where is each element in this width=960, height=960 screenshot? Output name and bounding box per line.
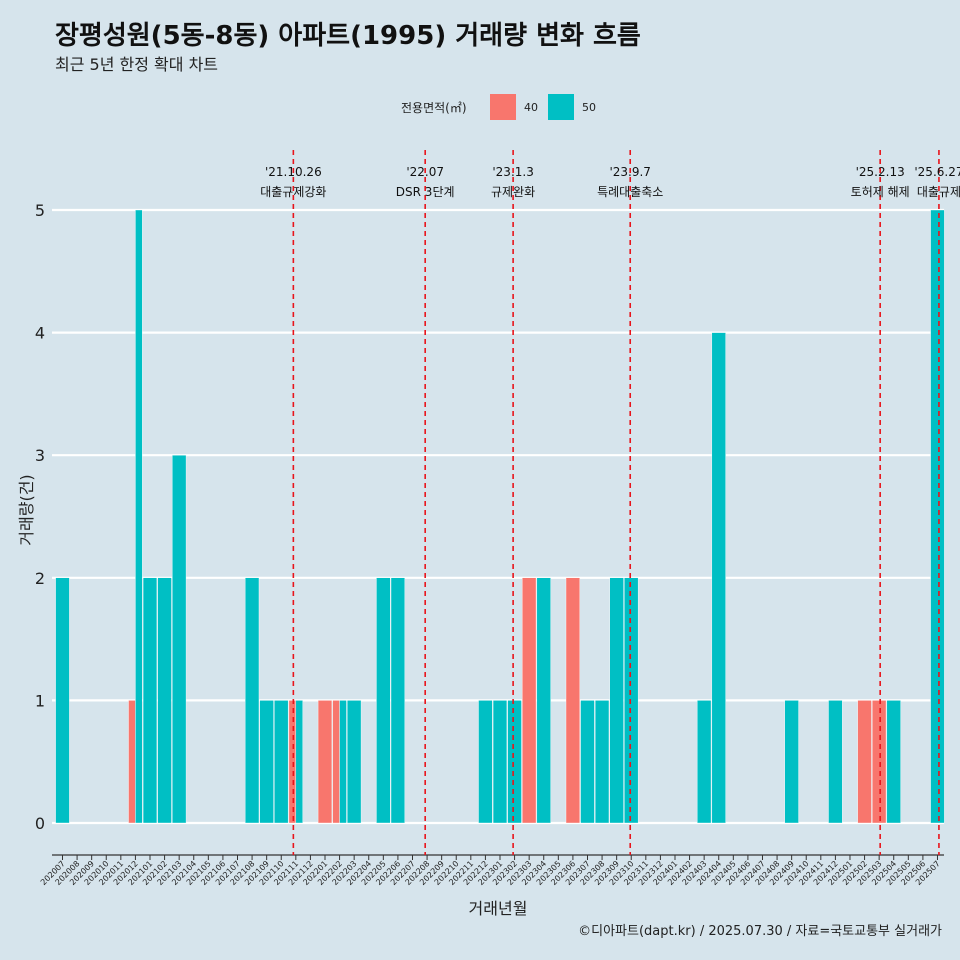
bar-50-202202 — [339, 700, 347, 824]
bars — [55, 209, 945, 824]
bar-50-202110 — [274, 700, 289, 824]
event-annotations: '21.10.26 대출규제강화 '22.07 DSR 3단계 '23.1.3 규제완화 '… — [260, 150, 960, 855]
event-description-label: 토허제 해제 — [851, 185, 910, 199]
bar-50-202101 — [142, 577, 158, 824]
bar-50-202102 — [157, 577, 172, 824]
event-description-label: 특례대출축소 — [597, 185, 663, 199]
event-description-label: 대출규제 — [917, 185, 960, 199]
bar-40-202502 — [857, 700, 872, 824]
y-axis-ticks: 0 1 2 3 4 5 — [35, 201, 45, 833]
bar-50-202108 — [244, 577, 260, 824]
legend-title: 전용면적(㎡) — [401, 101, 467, 115]
bar-50-202302 — [507, 700, 522, 824]
bar-50-202409 — [784, 700, 799, 824]
event-description-label: DSR 3단계 — [396, 185, 455, 199]
y-tick-label: 3 — [35, 446, 45, 465]
event-date-label: '22.07 — [406, 165, 444, 179]
y-tick-label: 1 — [35, 691, 45, 710]
y-tick-label: 2 — [35, 569, 45, 588]
bar-50-202309 — [609, 577, 624, 824]
bar-40-202503 — [872, 700, 887, 824]
event-date-label: '23.9.7 — [609, 165, 650, 179]
bar-40-202306 — [565, 577, 581, 824]
event-date-label: '25.2.13 — [856, 165, 905, 179]
bar-40-202303 — [522, 577, 537, 824]
bar-50-202403 — [697, 700, 712, 824]
bar-50-202308 — [594, 700, 610, 824]
event-date-label: '23.1.3 — [492, 165, 533, 179]
event-date-label: '21.10.26 — [265, 165, 322, 179]
bar-50-202206 — [390, 577, 406, 824]
x-axis: 2020072020082020092020102020112020122021… — [39, 854, 944, 887]
bar-50-202109 — [259, 700, 274, 824]
bar-50-202111 — [295, 700, 303, 824]
legend: 전용면적(㎡) 40 50 — [401, 94, 596, 120]
y-tick-label: 0 — [35, 814, 45, 833]
bar-40-202012 — [128, 700, 136, 824]
bar-50-202507 — [930, 209, 945, 824]
bar-50-202103 — [172, 455, 187, 824]
bar-50-202205 — [376, 577, 391, 824]
bar-40-202202 — [332, 700, 340, 824]
bar-40-202201 — [317, 700, 333, 824]
legend-label-40: 40 — [524, 101, 538, 114]
legend-swatch-50 — [548, 94, 574, 120]
y-axis-title: 거래량(건) — [17, 474, 36, 545]
bar-40-202111 — [288, 700, 297, 824]
bar-50-202301 — [492, 700, 508, 824]
event-description-label: 대출규제강화 — [260, 185, 326, 199]
bar-50-202203 — [347, 700, 362, 824]
bar-50-202007 — [55, 577, 70, 824]
bar-50-202212 — [478, 700, 493, 824]
bar-50-202310 — [624, 577, 639, 824]
x-axis-title: 거래년월 — [469, 899, 528, 918]
bar-50-202012 — [135, 209, 143, 824]
bar-50-202404 — [711, 332, 726, 824]
bar-50-202307 — [580, 700, 595, 824]
chart-subtitle: 최근 5년 한정 확대 차트 — [55, 55, 218, 74]
y-tick-label: 4 — [35, 324, 45, 343]
legend-label-50: 50 — [582, 101, 596, 114]
bar-50-202412 — [828, 700, 843, 824]
event-description-label: 규제완화 — [491, 185, 535, 199]
source-caption: ©디아파트(dapt.kr) / 2025.07.30 / 자료=국토교통부 실… — [578, 924, 942, 939]
y-tick-label: 5 — [35, 201, 45, 220]
legend-swatch-40 — [490, 94, 516, 120]
event-date-label: '25.6.27 — [914, 165, 960, 179]
bar-50-202304 — [536, 577, 551, 824]
chart-title: 장평성원(5동-8동) 아파트(1995) 거래량 변화 흐름 — [55, 21, 641, 51]
bar-50-202504 — [886, 700, 901, 824]
